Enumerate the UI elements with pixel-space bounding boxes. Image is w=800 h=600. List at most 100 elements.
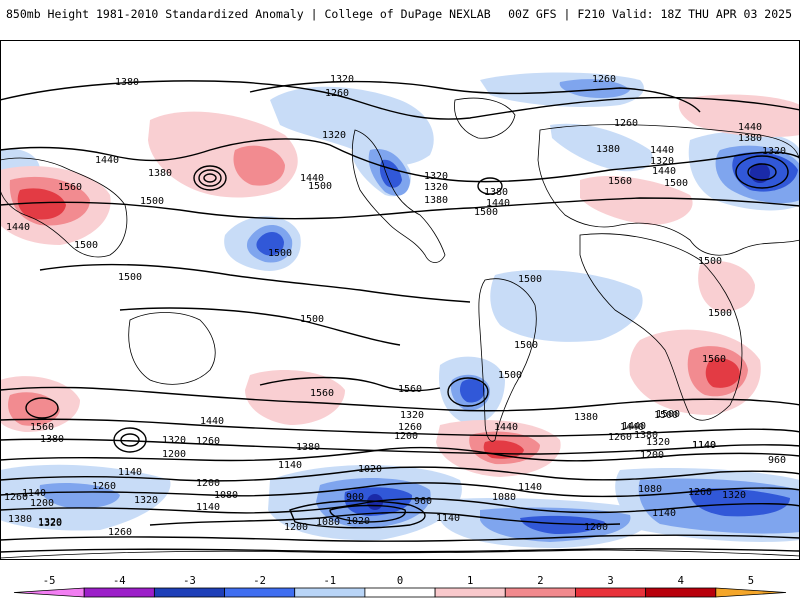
contour-low-aleutian-1 <box>193 165 227 191</box>
contour-low-aleutian-3 <box>203 173 217 183</box>
height-label: 1200 <box>394 431 418 442</box>
coastline-greenland <box>454 97 516 139</box>
anomaly-neg3-south-pacific <box>459 379 485 403</box>
height-label: 1320 <box>330 74 354 85</box>
height-label: 1140 <box>22 488 46 499</box>
model-run-info: 00Z GFS | F210 Valid: 18Z THU APR 03 202… <box>508 7 792 21</box>
height-labels: 1380 1320 1260 1260 1320 1260 1440 1380 … <box>4 74 786 538</box>
colorbar-graphic: -5 -4 -3 -2 -1 0 1 2 3 4 5 <box>13 575 787 598</box>
contour-1020-south <box>289 500 426 529</box>
height-label: 1320 <box>762 146 786 157</box>
height-label: 1500 <box>698 256 722 267</box>
height-label: 1320 <box>162 435 186 446</box>
height-label: 1440 <box>95 155 119 166</box>
height-label: 1320 <box>38 518 62 529</box>
height-label: 1560 <box>58 182 82 193</box>
height-label: 1320 <box>38 517 62 528</box>
height-label: 1560 <box>310 388 334 399</box>
contour-1320-north <box>249 80 701 113</box>
height-label: 1440 <box>620 422 644 433</box>
height-label: 1260 <box>688 487 712 498</box>
coastline-eurasia <box>537 124 800 256</box>
height-label: 1380 <box>115 77 139 88</box>
contour-low-north-america <box>477 177 503 195</box>
anomaly-neg2-arctic <box>559 79 630 98</box>
height-label: 1380 <box>424 195 448 206</box>
contour-1500-south <box>0 386 800 412</box>
contour-1200-south <box>0 482 800 498</box>
anomaly-pos3-southern-africa <box>705 358 740 388</box>
height-label: 1380 <box>574 412 598 423</box>
height-label: 1380 <box>484 187 508 198</box>
height-label: 1260 <box>592 74 616 85</box>
height-label: 1560 <box>398 384 422 395</box>
height-label: 1320 <box>424 182 448 193</box>
height-label: 1260 <box>92 481 116 492</box>
colorbar-tick-label: -1 <box>323 575 336 587</box>
anomaly-map: 1380 1320 1260 1260 1320 1260 1440 1380 … <box>0 40 800 560</box>
coastline-australia <box>128 312 216 385</box>
height-label: 1200 <box>196 478 220 489</box>
colorbar-swatch <box>504 587 576 598</box>
colorbar-tick-label: -3 <box>183 575 196 587</box>
height-label: 960 <box>414 496 432 507</box>
height-label: 1080 <box>638 484 662 495</box>
colorbar-swatch <box>364 587 436 598</box>
anomaly-pos-south-pacific-west <box>245 370 345 425</box>
anomaly-neg3-central-pacific <box>256 231 284 256</box>
height-label: 1440 <box>652 166 676 177</box>
colorbar-tick-label: 3 <box>607 575 613 587</box>
anomaly-neg-north-america-east <box>550 123 653 172</box>
coastline-asia-east <box>0 157 128 258</box>
map-title: 850mb Height 1981-2010 Standardized Anom… <box>6 7 491 21</box>
contour-low-east-asia-2 <box>747 163 777 181</box>
colorbar-swatch <box>434 587 506 598</box>
height-label: 1440 <box>738 122 762 133</box>
height-label: 1500 <box>708 308 732 319</box>
colorbar-swatch <box>224 587 296 598</box>
height-label: 960 <box>768 455 786 466</box>
height-label: 1560 <box>30 422 54 433</box>
colorbar-tick-label: 0 <box>397 575 403 587</box>
height-label: 1200 <box>30 498 54 509</box>
anomaly-shading <box>0 72 800 548</box>
height-label: 1140 <box>692 440 716 451</box>
height-label: 1140 <box>118 467 142 478</box>
contour-1440-south <box>0 418 800 437</box>
contour-low-aleutian-2 <box>198 169 222 187</box>
height-label: 1140 <box>196 502 220 513</box>
height-label: 1500 <box>656 409 680 420</box>
height-label: 1260 <box>398 422 422 433</box>
height-label: 1320 <box>646 437 670 448</box>
coastline-antarctica <box>0 549 800 559</box>
contour-1380-south <box>0 438 800 455</box>
height-label: 1380 <box>8 514 32 525</box>
height-label: 1440 <box>494 422 518 433</box>
colorbar-tick-label: 5 <box>748 575 754 587</box>
height-label: 1500 <box>664 178 688 189</box>
height-label: 1320 <box>650 156 674 167</box>
colorbar-tick-label: -2 <box>253 575 266 587</box>
anomaly-neg-atlantic-south <box>490 270 643 342</box>
contour-1260-south <box>0 466 800 482</box>
colorbar-tick-label: 4 <box>678 575 684 587</box>
colorbar-swatch <box>13 587 85 598</box>
contour-low-south-pacific-1 <box>447 377 489 407</box>
colorbar-tick-labels: -5 -4 -3 -2 -1 0 1 2 3 4 5 <box>43 575 754 587</box>
height-label: 1440 <box>622 421 646 432</box>
height-label: 1200 <box>162 449 186 460</box>
coastline-africa <box>579 233 743 421</box>
height-label: 1380 <box>738 133 762 144</box>
contour-1500-tropic-2 <box>119 307 401 346</box>
height-label: 1380 <box>296 442 320 453</box>
colorbar-tick-label: -4 <box>113 575 126 587</box>
height-label: 1080 <box>214 490 238 501</box>
contour-low-southern-west-1 <box>25 397 59 419</box>
map-panel: 1380 1320 1260 1260 1320 1260 1440 1380 … <box>0 40 800 560</box>
contour-1200-bottom <box>0 534 800 542</box>
height-label: 1320 <box>134 495 158 506</box>
height-label: 1500 <box>518 274 542 285</box>
contour-1080-south <box>149 511 621 526</box>
height-label: 1500 <box>268 248 292 259</box>
height-label: 1440 <box>200 416 224 427</box>
